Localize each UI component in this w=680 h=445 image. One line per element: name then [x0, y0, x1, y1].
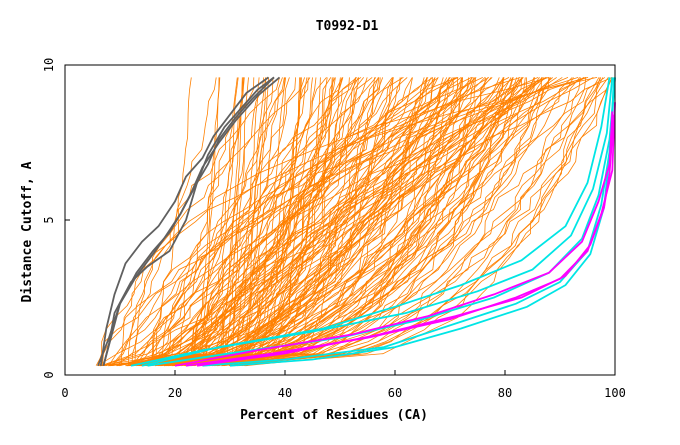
other-model-curve — [245, 77, 609, 367]
other-model-curve — [184, 77, 308, 367]
other-model-curve — [176, 77, 520, 367]
other-model-curve — [198, 77, 483, 366]
cyan-model-curve — [229, 77, 615, 367]
other-model-curve — [155, 77, 473, 367]
other-model-curve — [131, 77, 429, 366]
other-model-curve — [187, 77, 243, 366]
other-model-curve — [183, 77, 613, 366]
other-model-curve — [164, 77, 359, 367]
other-model-curve — [208, 77, 381, 367]
other-model-curve — [171, 77, 527, 367]
other-model-curve — [187, 77, 505, 366]
other-model-curve — [153, 77, 458, 366]
y-tick-label: 0 — [42, 371, 56, 378]
other-model-curve — [148, 77, 587, 367]
other-model-curve — [157, 77, 244, 367]
other-model-curve — [242, 77, 563, 366]
other-model-curve — [119, 77, 463, 367]
magenta-model-curve — [174, 111, 614, 367]
other-model-curve — [230, 77, 428, 367]
other-model-curve — [235, 77, 512, 367]
other-model-curve — [190, 77, 425, 367]
other-model-curve — [155, 77, 510, 366]
other-model-curve — [155, 77, 365, 367]
other-model-curve — [133, 77, 317, 367]
other-model-curve — [163, 77, 613, 367]
other-model-curve — [206, 77, 613, 367]
other-model-curve — [241, 77, 300, 367]
other-model-curve — [211, 77, 551, 367]
chart-title: T0992-D1 — [316, 19, 379, 34]
other-model-curve — [101, 77, 539, 366]
gray-model-curve — [99, 76, 270, 366]
x-tick-label: 80 — [498, 386, 512, 400]
other-model-curve — [134, 77, 521, 366]
other-model-curve — [97, 77, 434, 367]
other-model-curve — [108, 77, 601, 367]
other-model-curve — [99, 77, 574, 367]
x-tick-label: 20 — [168, 386, 182, 400]
x-tick-label: 0 — [61, 386, 68, 400]
other-model-curve — [173, 77, 336, 367]
other-model-curve — [100, 77, 287, 367]
other-model-curve — [161, 77, 585, 366]
other-model-curve — [126, 77, 380, 367]
other-model-curve — [121, 77, 598, 366]
other-model-curve — [152, 77, 356, 366]
gray-model-curve — [102, 76, 275, 366]
other-model-curve — [157, 77, 557, 366]
other-models-layer — [95, 77, 613, 367]
other-model-curve — [195, 77, 239, 366]
x-tick-label: 60 — [388, 386, 402, 400]
other-model-curve — [116, 77, 540, 367]
highlighted-models-layer — [97, 76, 616, 367]
other-model-curve — [247, 77, 270, 366]
other-model-curve — [232, 77, 543, 367]
other-model-curve — [108, 77, 394, 367]
other-model-curve — [151, 77, 589, 366]
other-model-curve — [116, 77, 451, 367]
other-model-curve — [218, 77, 265, 366]
other-model-curve — [105, 77, 451, 367]
cyan-model-curve — [141, 77, 611, 367]
y-axis-label: Distance Cutoff, A — [20, 161, 35, 302]
y-tick-label: 5 — [42, 216, 56, 223]
other-model-curve — [163, 77, 490, 366]
other-model-curve — [234, 77, 463, 367]
x-tick-label: 100 — [604, 386, 626, 400]
other-model-curve — [111, 77, 377, 366]
other-model-curve — [244, 77, 375, 367]
other-model-curve — [119, 77, 283, 367]
other-model-curve — [223, 77, 408, 366]
y-tick-label: 10 — [42, 58, 56, 72]
magenta-model-curve — [196, 114, 615, 367]
other-model-curve — [246, 77, 448, 366]
other-model-curve — [109, 77, 514, 367]
other-model-curve — [146, 77, 514, 367]
other-model-curve — [205, 77, 343, 366]
x-tick-label: 40 — [278, 386, 292, 400]
other-model-curve — [160, 77, 362, 366]
other-model-curve — [177, 77, 579, 366]
other-model-curve — [238, 77, 581, 367]
other-model-curve — [216, 77, 332, 367]
other-model-curve — [190, 77, 476, 367]
gray-model-curve — [102, 76, 275, 366]
other-model-curve — [242, 77, 550, 367]
axis-ticks: 0 20 40 60 80 100 0 5 10 — [42, 58, 626, 400]
other-model-curve — [235, 77, 260, 366]
other-model-curve — [213, 77, 267, 366]
other-model-curve — [185, 77, 220, 366]
x-axis-label: Percent of Residues (CA) — [240, 408, 428, 423]
other-model-curve — [144, 77, 545, 367]
